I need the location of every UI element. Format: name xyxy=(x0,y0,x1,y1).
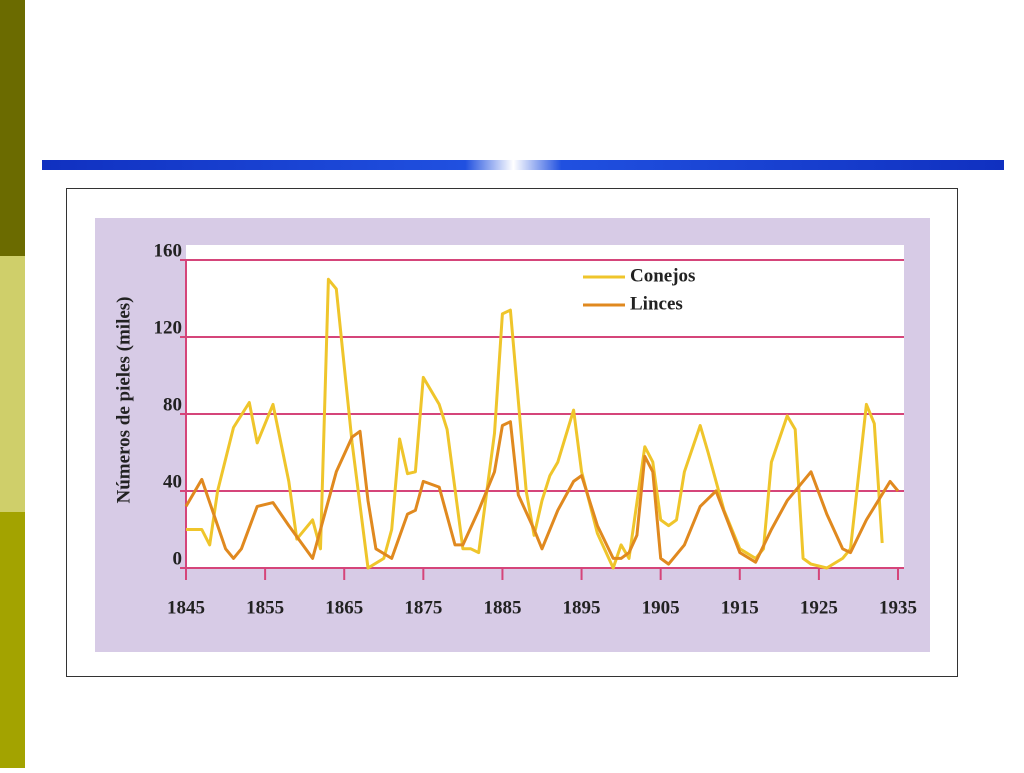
y-axis-label: Números de pieles (miles) xyxy=(113,296,134,503)
x-tick-label: 1935 xyxy=(879,597,917,618)
sidebar-stripe xyxy=(0,0,25,256)
legend-label: Conejos xyxy=(630,265,695,286)
sidebar-stripe xyxy=(0,256,25,512)
y-tick-label: 40 xyxy=(163,471,182,492)
x-tick-label: 1875 xyxy=(404,597,442,618)
x-tick-label: 1895 xyxy=(563,597,601,618)
x-tick-label: 1845 xyxy=(167,597,205,618)
legend-label: Linces xyxy=(630,293,683,314)
series-line xyxy=(184,420,900,566)
series-line xyxy=(186,277,884,570)
y-tick-label: 0 xyxy=(173,548,183,569)
x-tick-label: 1905 xyxy=(642,597,680,618)
y-tick-label: 120 xyxy=(154,317,183,338)
x-tick-label: 1855 xyxy=(246,597,284,618)
y-tick-label: 80 xyxy=(163,394,182,415)
plot: 0 40 80 120 160 1845 1855 1865 1875 1885 1895 1905 1… xyxy=(154,240,918,618)
plot-area xyxy=(186,245,904,568)
x-tick-label: 1915 xyxy=(721,597,759,618)
header-rule xyxy=(42,160,1004,170)
x-tick-label: 1865 xyxy=(325,597,363,618)
sidebar-stripe xyxy=(0,512,25,768)
y-tick-label: 160 xyxy=(154,240,183,261)
x-tick-label: 1885 xyxy=(483,597,521,618)
x-tick-label: 1925 xyxy=(800,597,838,618)
